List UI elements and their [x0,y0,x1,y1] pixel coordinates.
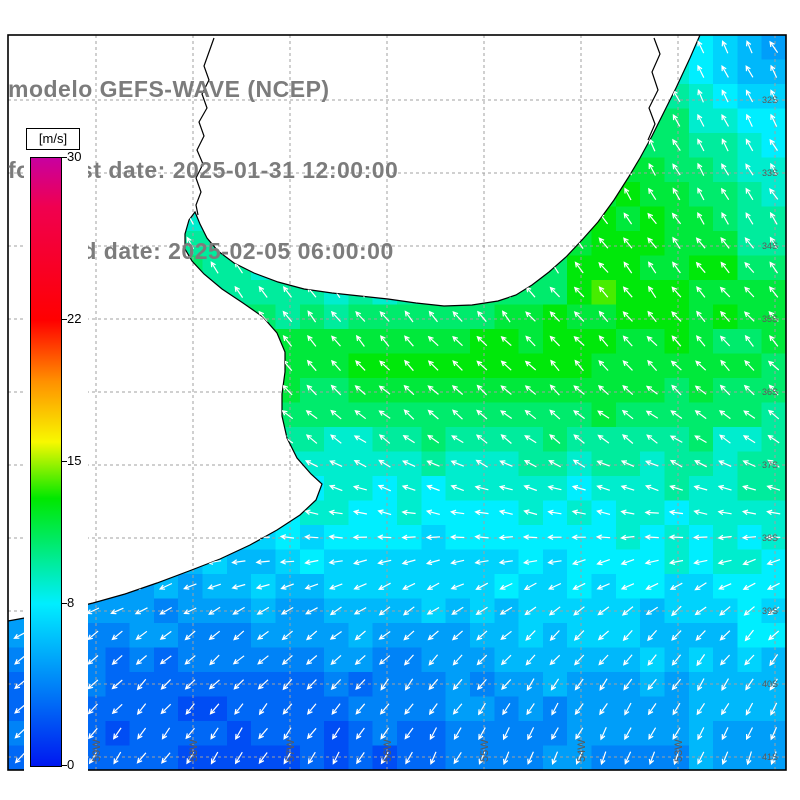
lat-label: 35S [762,314,778,324]
lat-label: 33S [762,168,778,178]
lon-label: 55W [479,739,491,762]
colorbar-unit-label: [m/s] [26,128,80,150]
colorbar-tick-mark [62,157,67,158]
lon-label: 57W [285,739,297,762]
lat-label: 38S [762,533,778,543]
colorbar-tick-mark [62,765,67,766]
lon-label: 59W [91,739,103,762]
lon-label: 56W [382,739,394,762]
lon-label: 53W [673,739,685,762]
valid-date-label: valid date: 2025-02-05 06:00:00 [42,238,394,264]
lon-label: 58W [188,739,200,762]
lat-label: 41S [762,752,778,762]
colorbar-gradient [30,157,62,767]
lat-label: 40S [762,679,778,689]
lon-label: 54W [576,739,588,762]
coastline [7,34,701,622]
lat-label: 36S [762,387,778,397]
colorbar-tick-label: 22 [67,311,82,327]
colorbar-tick-label: 8 [67,594,75,610]
colorbar-tick-label: 0 [67,757,75,772]
map-border [7,34,787,771]
lat-label: 39S [762,606,778,616]
colorbar-tick-mark [62,602,67,604]
lat-label: 32S [762,95,778,105]
colorbar-tick-mark [62,319,67,321]
model-title: modelo GEFS-WAVE (NCEP) [8,76,330,102]
lat-label: 34S [762,241,778,251]
colorbar-tick-label: 15 [67,453,82,468]
colorbar: [m/s] 30 22 15 8 0 [24,128,88,776]
lat-label: 37S [762,460,778,470]
colorbar-tick-label: 30 [67,149,82,164]
colorbar-ticks: 30 22 15 8 0 [24,128,88,776]
forecast-date-label: forecast date: 2025-01-31 12:00:00 [8,157,399,183]
map-header: modelo GEFS-WAVE (NCEP) forecast date: 2… [8,22,398,319]
colorbar-tick-mark [62,461,67,462]
grid-labels: 59W 58W 57W 56W 55W 54W 53W 32S 33S 34S 35S 36S 37S 3… [91,95,778,762]
